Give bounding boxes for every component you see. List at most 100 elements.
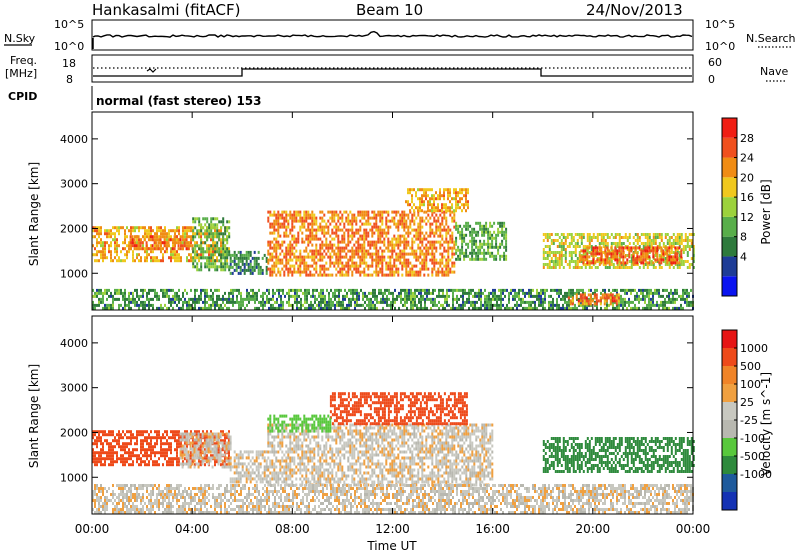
power-echo-cell-9	[166, 288, 168, 292]
power-echo-cell-4	[359, 225, 362, 229]
power-echo-cell-8	[622, 246, 625, 250]
power-echo-cell-0	[166, 250, 168, 254]
power-echo-cell-6	[499, 230, 502, 234]
power-echo-cell-6	[463, 236, 466, 240]
power-echo-cell-9	[306, 288, 308, 292]
power-echo-cell-6	[469, 251, 472, 255]
power-echo-cell-6	[465, 221, 468, 225]
power-echo-cell-4	[335, 234, 338, 238]
power-echo-cell-4	[365, 234, 368, 238]
power-echo-cell-5	[425, 188, 427, 192]
power-echo-cell-0	[202, 241, 204, 245]
power-echo-cell-9	[634, 303, 636, 307]
velocity-echo-cell-0	[116, 439, 118, 443]
power-echo-cell-4	[307, 225, 310, 229]
power-echo-cell-0	[208, 244, 210, 248]
power-echo-cell-2	[200, 247, 203, 251]
power-echo-cell-2	[204, 223, 207, 227]
power-echo-cell-9	[456, 294, 458, 298]
power-echo-cell-0	[178, 226, 180, 230]
power-echo-cell-4	[333, 249, 336, 253]
power-echo-cell-0	[200, 235, 202, 239]
power-echo-cell-0	[208, 253, 210, 257]
power-echo-cell-9	[358, 294, 360, 298]
power-echo-cell-2	[202, 247, 205, 251]
power-echo-cell-4	[451, 219, 454, 223]
power-echo-cell-9	[544, 306, 546, 310]
power-echo-cell-9	[232, 294, 234, 298]
power-echo-cell-4	[441, 216, 444, 220]
power-echo-cell-9	[470, 288, 472, 292]
power-echo-cell-2	[224, 229, 227, 233]
power-echo-cell-4	[361, 249, 364, 253]
power-echo-cell-4	[321, 231, 324, 235]
power-echo-cell-0	[172, 241, 174, 245]
power-echo-cell-7	[652, 233, 655, 236]
power-echo-cell-8	[654, 258, 657, 262]
power-echo-cell-4	[321, 225, 324, 229]
power-echo-cell-8	[652, 246, 655, 250]
power-echo-cell-9	[218, 306, 220, 310]
power-echo-cell-1	[135, 235, 138, 239]
power-echo-cell-9	[568, 306, 570, 310]
power-echo-cell-9	[350, 297, 352, 301]
power-echo-cell-7	[626, 236, 629, 239]
power-echo-cell-4	[275, 252, 278, 256]
power-echo-cell-4	[415, 237, 418, 241]
power-echo-cell-9	[154, 288, 156, 292]
power-echo-cell-0	[100, 256, 102, 260]
power-echo-cell-4	[399, 240, 402, 244]
power-echo-cell-4	[295, 258, 298, 262]
power-echo-cell-5	[411, 200, 413, 204]
power-echo-cell-9	[690, 288, 692, 292]
power-echo-cell-4	[297, 270, 300, 274]
power-echo-cell-4	[267, 243, 270, 247]
power-echo-cell-9	[346, 291, 348, 295]
power-echo-cell-4	[443, 228, 446, 232]
power-echo-cell-9	[434, 297, 436, 301]
velocity-echo-cell-0	[94, 454, 96, 458]
power-echo-cell-9	[650, 306, 652, 310]
power-echo-cell-4	[429, 258, 432, 262]
power-echo-cell-4	[289, 252, 292, 256]
power-echo-cell-9	[228, 306, 230, 310]
power-echo-cell-0	[176, 226, 178, 230]
power-echo-cell-9	[532, 300, 534, 304]
power-echo-cell-9	[670, 300, 672, 304]
power-echo-cell-1	[129, 241, 132, 245]
power-echo-cell-9	[532, 288, 534, 292]
power-echo-cell-4	[315, 261, 318, 265]
power-echo-cell-7	[676, 266, 679, 269]
power-echo-cell-4	[431, 255, 434, 259]
velocity-echo-cell-0	[138, 463, 140, 467]
power-echo-cell-4	[365, 249, 368, 253]
nave-tick-bottom: 0	[708, 73, 715, 86]
power-echo-cell-5	[413, 209, 415, 213]
power-echo-cell-3	[263, 253, 266, 257]
power-echo-cell-9	[136, 294, 138, 298]
power-echo-cell-4	[359, 246, 362, 250]
power-echo-cell-7	[586, 239, 589, 242]
power-echo-cell-4	[297, 264, 300, 268]
power-echo-cell-4	[379, 237, 382, 241]
power-echo-cell-9	[160, 303, 162, 307]
power-echo-cell-4	[427, 240, 430, 244]
power-echo-cell-6	[503, 254, 506, 258]
power-echo-cell-9	[668, 306, 670, 310]
power-echo-cell-4	[347, 219, 350, 223]
power-echo-cell-9	[256, 291, 258, 295]
power-echo-cell-2	[194, 235, 197, 239]
power-echo-cell-4	[445, 261, 448, 265]
power-echo-cell-9	[458, 303, 460, 307]
power-echo-cell-5	[413, 203, 415, 207]
power-echo-cell-8	[582, 258, 585, 262]
power-echo-cell-4	[371, 240, 374, 244]
power-echo-cell-4	[381, 222, 384, 226]
power-echo-cell-4	[389, 219, 392, 223]
power-echo-cell-0	[134, 226, 136, 230]
power-echo-cell-7	[620, 266, 623, 269]
power-echo-cell-9	[354, 300, 356, 304]
power-echo-cell-4	[435, 213, 438, 217]
power-echo-cell-8	[580, 258, 583, 262]
power-echo-cell-9	[212, 294, 214, 298]
